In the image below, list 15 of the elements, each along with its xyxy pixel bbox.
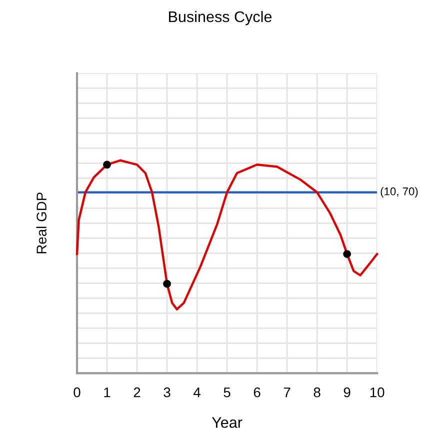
- y-axis-title: Real GDP: [36, 192, 46, 254]
- x-tick-label: 3: [164, 387, 170, 398]
- x-tick-label: 1: [104, 388, 110, 398]
- x-tick-label: 0: [74, 387, 80, 398]
- x-axis-title: Year: [212, 417, 242, 428]
- x-tick-label: 8: [314, 387, 320, 398]
- x-tick-label: 5: [224, 388, 230, 398]
- x-tick-label: 2: [134, 387, 140, 398]
- x-tick-label: 4: [193, 388, 200, 398]
- x-tick-label: 6: [254, 387, 260, 398]
- text: (10, 70): [380, 187, 418, 198]
- chart-title: Business Cycle: [169, 10, 272, 26]
- x-tick-label: 7: [284, 388, 290, 398]
- x-tick-label: 10: [370, 387, 384, 398]
- x-tick-label: 9: [344, 387, 350, 398]
